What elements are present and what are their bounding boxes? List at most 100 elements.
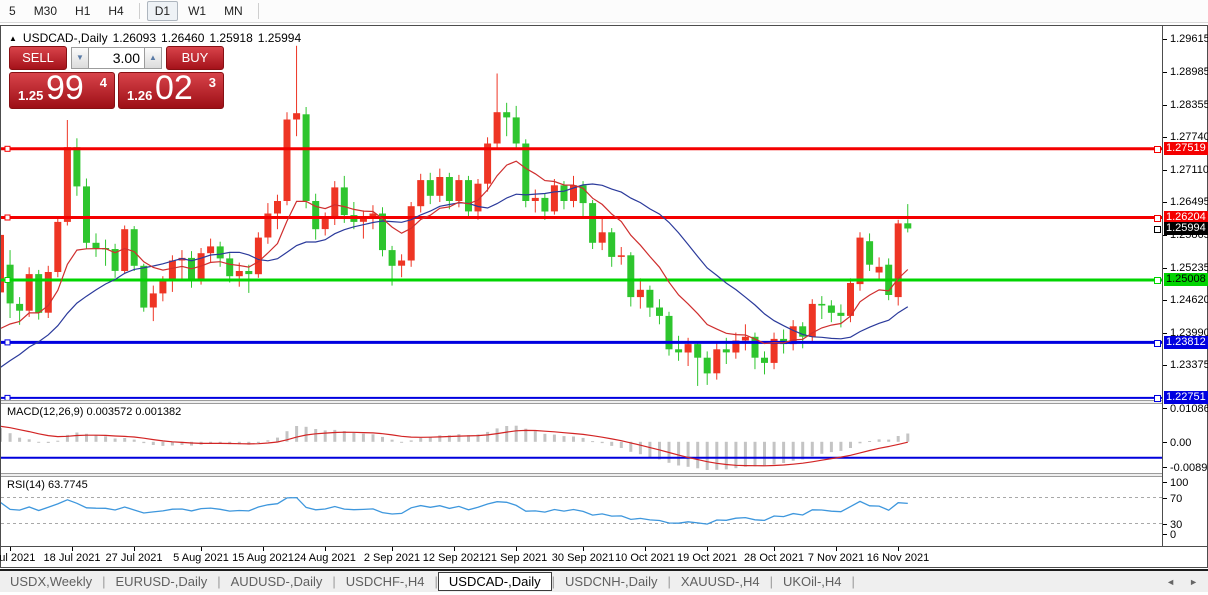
price-tick-mark — [1163, 170, 1167, 171]
rsi-indicator-canvas[interactable] — [1, 477, 1162, 545]
price-badge: 1.25008 — [1154, 273, 1208, 286]
date-tick-label: 27 Jul 2021 — [105, 552, 163, 564]
price-tick-label: 1.24620 — [1170, 294, 1208, 306]
date-tick-mark — [583, 547, 584, 551]
badge-anchor — [1154, 146, 1161, 153]
badge-anchor — [1154, 215, 1161, 222]
sell-price-display[interactable]: 1.25 99 4 — [9, 72, 115, 109]
tab-audusd-daily[interactable]: AUDUSD-,Daily — [230, 574, 323, 589]
toolbar-separator — [138, 3, 140, 19]
tab-separator: | — [851, 574, 855, 589]
chart-tab-bar: USDX,Weekly | EURUSD-,Daily | AUDUSD-,Daily |… — [0, 569, 1208, 592]
price-tick-mark — [1163, 235, 1167, 236]
macd-indicator-canvas[interactable] — [1, 404, 1162, 473]
macd-tick-label: -0.008974 — [1170, 462, 1208, 474]
main-chart-canvas[interactable] — [1, 26, 1162, 400]
macd-tick-mark — [1163, 442, 1167, 443]
toolbar-timeframe-h1[interactable]: H1 — [75, 4, 91, 18]
date-tick-label: 16 Nov 2021 — [866, 552, 930, 564]
date-tick-mark — [392, 547, 393, 551]
date-tick-label: 12 Sep 2021 — [422, 552, 486, 564]
date-tick-mark — [516, 547, 517, 551]
volume-input[interactable] — [89, 47, 144, 69]
toolbar-timeframe-w1[interactable]: W1 — [188, 4, 207, 18]
tab-scroll-right-icon[interactable]: ► — [1189, 576, 1198, 587]
rsi-tick-mark — [1163, 482, 1167, 483]
date-tick-label: 7 Nov 2021 — [807, 552, 865, 564]
macd-tick-mark — [1163, 467, 1167, 468]
date-tick-mark — [134, 547, 135, 551]
date-tick-label: 5 Aug 2021 — [173, 552, 229, 564]
toolbar-timeframe-mn[interactable]: MN — [224, 4, 243, 18]
macd-tick-label: 0.010869 — [1170, 403, 1208, 415]
price-tick-mark — [1163, 365, 1167, 366]
chart-title: ▲ USDCAD-,Daily 1.26093 1.26460 1.25918 1.259… — [9, 31, 306, 45]
buy-price-prefix: 1.26 — [127, 88, 153, 103]
price-tick-mark — [1163, 105, 1167, 106]
level-line-anchor[interactable] — [4, 277, 11, 283]
date-tick-mark — [898, 547, 899, 551]
date-tick-mark — [10, 547, 11, 551]
date-tick-label: 21 Sep 2021 — [484, 552, 548, 564]
tab-scroll-left-icon[interactable]: ◄ — [1166, 576, 1176, 587]
buy-button[interactable]: BUY — [166, 46, 224, 70]
toolbar-timeframe-5[interactable]: 5 — [9, 4, 16, 18]
ohlc-low: 1.25918 — [209, 31, 253, 45]
price-tick-mark — [1163, 137, 1167, 138]
price-tick-label: 1.27110 — [1170, 164, 1208, 176]
date-tick-label: 28 Oct 2021 — [744, 552, 804, 564]
tab-usdcad-daily[interactable]: USDCAD-,Daily — [437, 572, 552, 591]
toolbar-timeframe-d1[interactable]: D1 — [146, 1, 179, 21]
price-axis[interactable]: 1.29615 1.28985 1.28355 1.27740 1.27110 1.264… — [1154, 26, 1208, 546]
date-tick-mark — [836, 547, 837, 551]
macd-pane-splitter[interactable] — [1, 400, 1207, 404]
date-tick-label: 15 Aug 2021 — [232, 552, 294, 564]
tab-separator: | — [217, 574, 221, 589]
collapse-panel-icon[interactable]: ▲ — [9, 34, 17, 43]
tab-ukoil-h4[interactable]: UKOil-,H4 — [783, 574, 842, 589]
tab-eurusd-daily[interactable]: EURUSD-,Daily — [115, 574, 208, 589]
date-tick-label: 24 Aug 2021 — [294, 552, 356, 564]
sell-button[interactable]: SELL — [9, 46, 67, 70]
rsi-tick-label: 0 — [1170, 529, 1177, 541]
date-axis[interactable]: 8 Jul 2021 18 Jul 2021 27 Jul 2021 5 Aug 20… — [0, 546, 1207, 567]
level-line-anchor[interactable] — [4, 394, 11, 400]
volume-decrease-button[interactable]: ▼ — [71, 47, 89, 69]
tab-usdcnh-daily[interactable]: USDCNH-,Daily — [565, 574, 658, 589]
price-tick-label: 1.26495 — [1170, 196, 1208, 208]
price-tick-mark — [1163, 39, 1167, 40]
price-badge: 1.26204 — [1154, 211, 1208, 224]
toolbar-timeframe-m30[interactable]: M30 — [33, 4, 58, 18]
timeframe-toolbar: 5 M30 H1 H4 D1 W1 MN — [0, 0, 1208, 23]
date-tick-mark — [263, 547, 264, 551]
rsi-tick-label: 70 — [1170, 493, 1183, 505]
date-tick-label: 10 Oct 2021 — [615, 552, 675, 564]
macd-tick-label: 0.00 — [1170, 437, 1192, 449]
date-tick-label: 30 Sep 2021 — [551, 552, 615, 564]
toolbar-timeframe-h4[interactable]: H4 — [108, 4, 124, 18]
price-tick-mark — [1163, 202, 1167, 203]
level-line-anchor[interactable] — [4, 145, 11, 152]
date-tick-mark — [707, 547, 708, 551]
date-tick-mark — [454, 547, 455, 551]
price-tick-mark — [1163, 72, 1167, 73]
rsi-line — [1, 496, 908, 525]
candles-series — [1, 45, 912, 386]
date-tick-mark — [325, 547, 326, 551]
tab-usdchf-h4[interactable]: USDCHF-,H4 — [345, 574, 425, 589]
tab-usdx-weekly[interactable]: USDX,Weekly — [10, 574, 93, 589]
buy-price-display[interactable]: 1.26 02 3 — [118, 72, 224, 109]
tab-separator: | — [551, 574, 556, 589]
rsi-pane-splitter[interactable] — [1, 473, 1207, 477]
level-line-anchor[interactable] — [4, 214, 11, 221]
rsi-label: RSI(14) 63.7745 — [7, 479, 88, 491]
date-tick-mark — [645, 547, 646, 551]
sell-price-sup: 4 — [99, 75, 107, 90]
price-badge: 1.22751 — [1154, 391, 1208, 404]
rsi-tick-mark — [1163, 498, 1167, 499]
tab-separator: | — [332, 574, 336, 589]
date-tick-label: 2 Sep 2021 — [363, 552, 421, 564]
volume-increase-button[interactable]: ▲ — [144, 47, 162, 69]
level-line-anchor[interactable] — [4, 339, 11, 346]
tab-xauusd-h4[interactable]: XAUUSD-,H4 — [680, 574, 760, 589]
